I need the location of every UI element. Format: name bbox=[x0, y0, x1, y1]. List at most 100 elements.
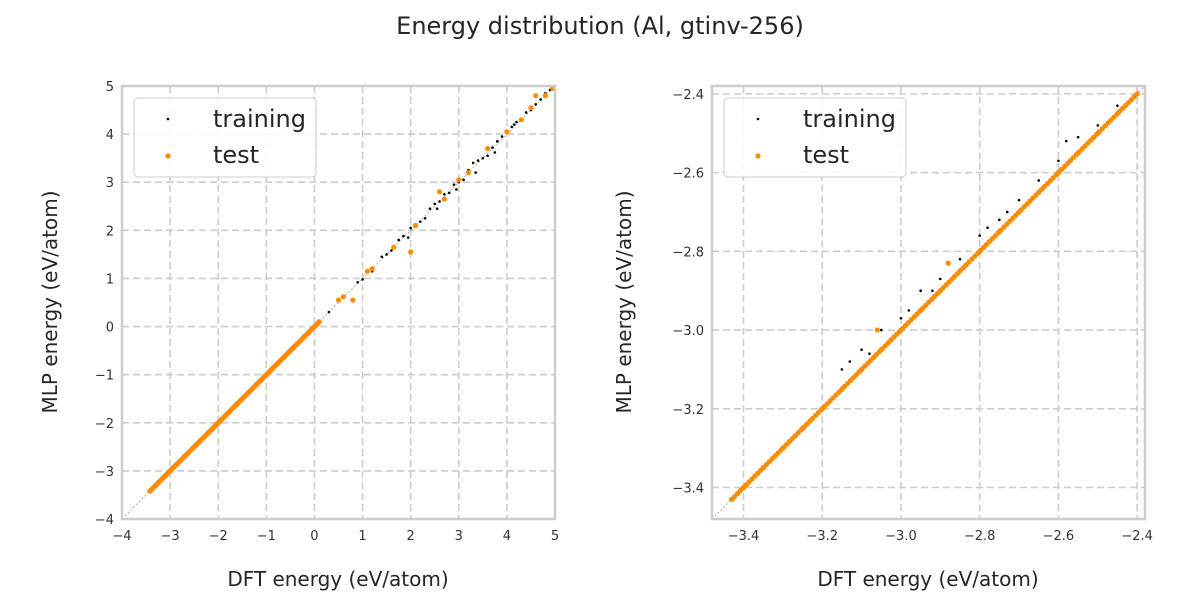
left-training-point bbox=[327, 310, 331, 314]
right-test-point bbox=[957, 268, 963, 274]
left-test-point bbox=[167, 468, 173, 474]
right-training-point bbox=[931, 289, 934, 292]
left-test-point bbox=[254, 381, 260, 387]
right-legend: training test bbox=[723, 97, 907, 178]
left-legend-box bbox=[133, 97, 317, 178]
left-training-point bbox=[493, 151, 497, 154]
left-test-point bbox=[533, 93, 539, 99]
right-test-point bbox=[874, 327, 880, 333]
left-training-point bbox=[515, 120, 518, 124]
right-x-tick-label: −3.4 bbox=[728, 529, 760, 544]
left-training-point bbox=[409, 226, 412, 230]
right-training-point bbox=[998, 218, 1001, 222]
right-test-point bbox=[819, 406, 825, 412]
right-test-point bbox=[1016, 209, 1022, 215]
right-scatter-panel: DFT energy (eV/atom) MLP energy (eV/atom… bbox=[612, 84, 1153, 591]
left-test-point bbox=[369, 266, 375, 272]
right-training-point bbox=[978, 234, 981, 237]
right-training-point bbox=[907, 309, 911, 312]
left-y-tick-label: 1 bbox=[106, 272, 114, 287]
left-training-point bbox=[534, 102, 538, 106]
right-y-tick-label: −2.8 bbox=[672, 245, 704, 260]
right-test-point bbox=[996, 229, 1002, 235]
left-x-tick-label: −1 bbox=[257, 529, 276, 544]
left-training-point bbox=[428, 207, 432, 210]
right-x-tick-label: −2.6 bbox=[1043, 529, 1075, 544]
right-test-point bbox=[918, 307, 924, 313]
right-training-point bbox=[1076, 135, 1080, 139]
left-training-point bbox=[433, 202, 437, 206]
left-plot-area bbox=[120, 84, 557, 521]
left-y-tick-label: −2 bbox=[95, 417, 114, 432]
right-legend-training-label: training bbox=[803, 105, 896, 133]
right-training-point bbox=[958, 257, 962, 261]
left-training-point bbox=[397, 238, 400, 242]
left-x-tick-label: 4 bbox=[503, 529, 511, 544]
left-test-point bbox=[215, 420, 221, 426]
left-test-point bbox=[340, 294, 346, 300]
left-training-point bbox=[495, 140, 499, 143]
right-test-point bbox=[729, 496, 735, 502]
right-test-point bbox=[1134, 91, 1140, 97]
left-training-point bbox=[423, 217, 427, 220]
right-legend-box bbox=[723, 97, 907, 178]
left-test-point bbox=[302, 333, 308, 339]
left-test-point bbox=[311, 323, 318, 330]
left-x-tick-label: 1 bbox=[358, 529, 366, 544]
right-test-point bbox=[858, 366, 865, 373]
right-test-point bbox=[1055, 170, 1061, 176]
left-y-tick-label: −4 bbox=[95, 513, 114, 528]
left-y-tick-label: 3 bbox=[106, 176, 114, 191]
right-legend-test-marker bbox=[755, 153, 761, 159]
right-training-point bbox=[1017, 198, 1021, 202]
left-test-point bbox=[350, 297, 356, 303]
left-training-point bbox=[361, 278, 364, 281]
right-x-tick-label: −3.0 bbox=[885, 529, 917, 544]
figure-title: Energy distribution (Al, gtinv-256) bbox=[396, 12, 804, 40]
left-x-tick-label: 3 bbox=[455, 529, 463, 544]
left-legend: training test bbox=[133, 97, 317, 178]
left-test-point bbox=[196, 439, 202, 445]
right-training-point bbox=[939, 277, 942, 281]
right-test-point bbox=[1075, 150, 1081, 156]
left-legend-test-label: test bbox=[213, 141, 259, 169]
right-test-point bbox=[780, 445, 786, 451]
left-y-axis-label: MLP energy (eV/atom) bbox=[38, 190, 62, 413]
left-y-tick-label: 2 bbox=[106, 224, 114, 239]
left-x-tick-label: −4 bbox=[112, 529, 131, 544]
left-training-point bbox=[447, 191, 451, 195]
left-training-point bbox=[435, 207, 439, 210]
left-y-tick-label: 5 bbox=[106, 80, 114, 95]
left-training-point bbox=[471, 161, 475, 165]
left-test-point bbox=[549, 86, 555, 92]
left-training-point bbox=[462, 178, 465, 182]
left-test-point bbox=[391, 244, 397, 250]
left-test-point bbox=[441, 196, 447, 202]
left-x-tick-label: 0 bbox=[310, 529, 318, 544]
left-test-point bbox=[181, 453, 188, 460]
right-series-test bbox=[729, 91, 1140, 502]
left-test-point bbox=[147, 488, 153, 494]
left-test-point bbox=[364, 268, 370, 274]
right-training-point bbox=[1064, 139, 1068, 143]
left-training-point bbox=[510, 125, 513, 129]
right-test-point bbox=[1036, 189, 1042, 195]
right-test-point bbox=[839, 386, 845, 392]
left-test-point bbox=[153, 482, 159, 488]
right-tick-labels: −3.4 −3.2 −3.0 −2.8 −2.6 −2.4 −3.4 −3.2 −3.0 −2.8… bbox=[672, 88, 1152, 544]
right-training-point bbox=[879, 328, 883, 332]
left-training-point bbox=[418, 220, 422, 223]
right-training-point bbox=[868, 352, 871, 355]
right-test-point bbox=[945, 260, 951, 266]
left-training-point bbox=[500, 135, 504, 138]
right-legend-test-label: test bbox=[803, 141, 849, 169]
right-test-point bbox=[1095, 130, 1101, 136]
right-y-tick-label: −2.6 bbox=[672, 167, 704, 182]
left-test-point bbox=[485, 145, 491, 152]
left-tick-labels: −4 −3 −2 −1 0 1 2 3 4 5 −4 −3 −2 −1 0 1 2 3 4 5 bbox=[95, 80, 559, 544]
left-test-point bbox=[335, 297, 342, 303]
left-training-point bbox=[402, 234, 405, 238]
left-training-point bbox=[380, 255, 384, 259]
